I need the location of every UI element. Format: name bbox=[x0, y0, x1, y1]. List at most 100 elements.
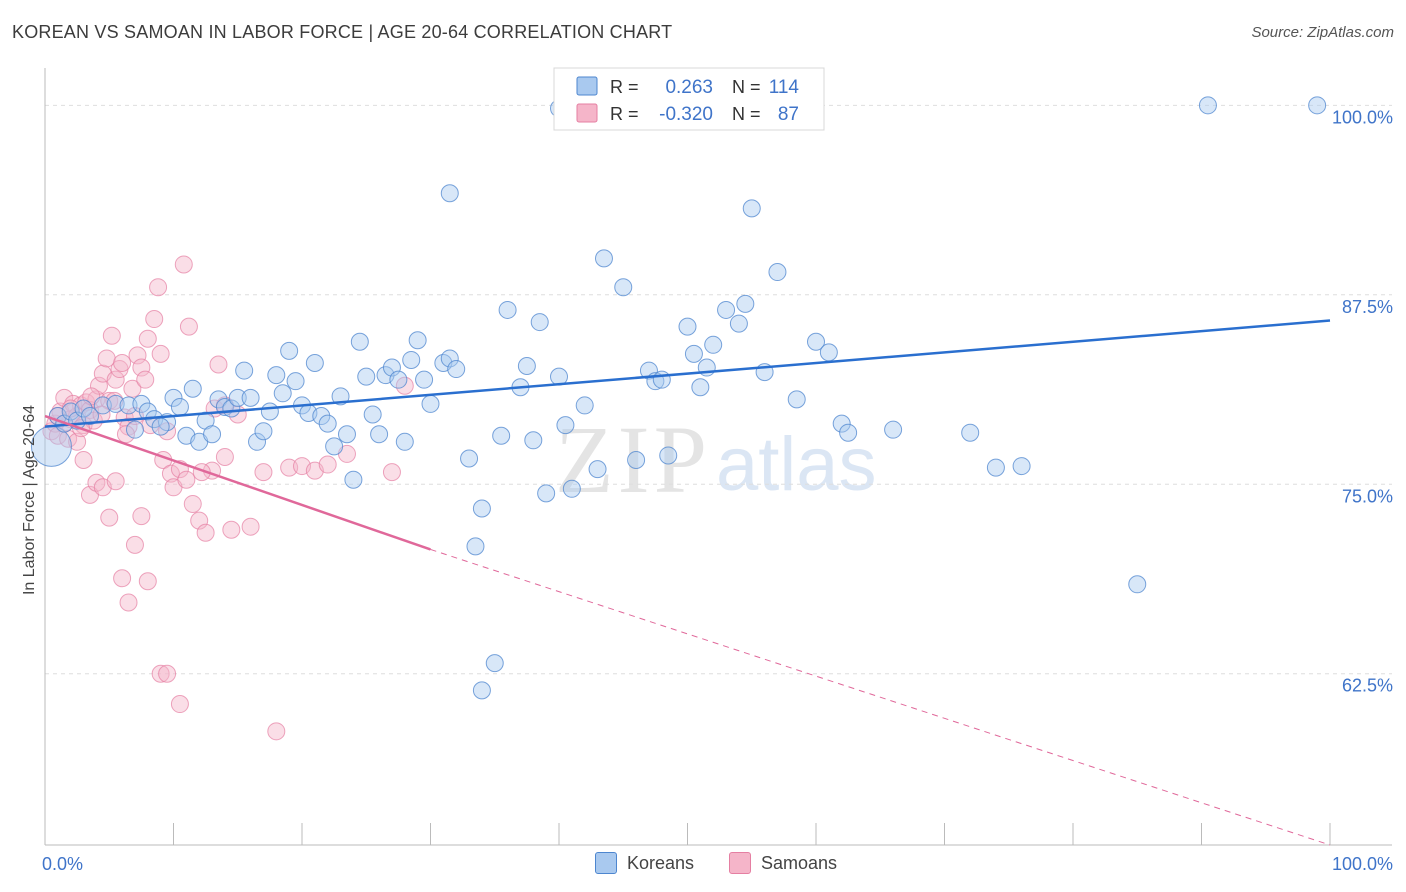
korean-point bbox=[588, 460, 607, 479]
korean-point bbox=[402, 350, 421, 369]
korean-point bbox=[74, 399, 93, 418]
samoan-point bbox=[119, 593, 138, 612]
korean-point bbox=[466, 537, 485, 556]
samoan-point bbox=[74, 451, 93, 469]
korean-point bbox=[807, 332, 825, 351]
korean-point bbox=[254, 422, 273, 441]
axes-layer bbox=[44, 68, 1392, 846]
korean-point bbox=[440, 349, 459, 368]
samoan-point bbox=[100, 508, 119, 527]
samoan-point bbox=[174, 255, 193, 274]
grid-layer bbox=[45, 104, 1392, 675]
samoan-point bbox=[209, 355, 228, 374]
korean-point bbox=[132, 394, 151, 413]
samoan-point bbox=[106, 472, 125, 491]
samoan-point bbox=[382, 463, 401, 482]
samoan-trend-extension bbox=[430, 548, 1331, 846]
samoan-point bbox=[136, 370, 155, 389]
legend-koreans-n-label: N = bbox=[732, 77, 761, 97]
korean-point bbox=[228, 388, 247, 407]
korean-point bbox=[1012, 457, 1031, 476]
samoan-point bbox=[106, 370, 125, 389]
korean-point bbox=[305, 353, 324, 372]
korean-point bbox=[119, 396, 138, 415]
samoan-point bbox=[149, 278, 168, 297]
korean-point bbox=[986, 458, 1005, 477]
samoan-point bbox=[151, 664, 170, 683]
korean-point bbox=[652, 370, 671, 389]
korean-point bbox=[832, 414, 851, 433]
korean-point bbox=[556, 416, 575, 435]
samoan-point bbox=[113, 353, 132, 372]
samoan-point bbox=[183, 494, 202, 513]
korean-point bbox=[819, 343, 838, 362]
samoan-point bbox=[145, 310, 164, 329]
y-tick-label: 100.0% bbox=[1332, 107, 1393, 127]
samoan-point bbox=[170, 695, 189, 714]
korean-point bbox=[80, 407, 99, 426]
x-tick-label: 100.0% bbox=[1332, 854, 1393, 874]
korean-point bbox=[729, 314, 748, 333]
korean-point bbox=[575, 396, 594, 415]
korean-point bbox=[421, 394, 440, 413]
legend-koreans-n-value: 114 bbox=[769, 77, 800, 98]
bottom-legend-samoans-swatch bbox=[729, 852, 751, 874]
korean-point bbox=[286, 372, 305, 391]
korean-point bbox=[736, 294, 755, 313]
korean-point bbox=[627, 451, 646, 469]
korean-point bbox=[318, 414, 337, 433]
korean-point bbox=[961, 423, 980, 442]
korean-point bbox=[357, 367, 376, 386]
korean-point bbox=[280, 341, 299, 360]
korean-point bbox=[678, 317, 697, 336]
korean-point bbox=[151, 417, 170, 436]
legend-samoans-n-label: N = bbox=[732, 104, 761, 124]
korean-point bbox=[183, 379, 202, 398]
korean-point bbox=[530, 313, 549, 332]
samoan-point bbox=[280, 458, 299, 477]
samoan-point bbox=[125, 535, 144, 554]
y-tick-label: 87.5% bbox=[1342, 297, 1393, 317]
korean-points bbox=[30, 96, 1327, 700]
samoan-point bbox=[132, 358, 151, 377]
samoan-point bbox=[89, 376, 108, 395]
korean-point bbox=[594, 249, 613, 268]
samoan-point bbox=[113, 569, 132, 588]
samoan-point bbox=[254, 463, 273, 482]
legend-koreans-r-value: 0.263 bbox=[665, 77, 713, 98]
korean-point bbox=[517, 357, 536, 376]
korean-point bbox=[350, 332, 369, 351]
bottom-legend-samoans-label: Samoans bbox=[761, 852, 838, 873]
samoan-point bbox=[318, 455, 337, 474]
korean-point bbox=[331, 387, 350, 406]
korean-point bbox=[472, 681, 491, 700]
korean-point bbox=[209, 390, 228, 409]
korean-point bbox=[742, 199, 761, 218]
korean-point bbox=[498, 300, 517, 319]
korean-point bbox=[485, 654, 504, 673]
korean-point bbox=[717, 300, 736, 319]
chart-title: KOREAN VS SAMOAN IN LABOR FORCE | AGE 20… bbox=[12, 22, 673, 42]
korean-trend-line bbox=[44, 319, 1331, 428]
korean-point bbox=[267, 366, 286, 385]
y-axis-label: In Labor Force | Age 20-64 bbox=[21, 404, 38, 596]
korean-point bbox=[248, 432, 267, 451]
chart-source: Source: ZipAtlas.com bbox=[1251, 24, 1394, 41]
korean-point bbox=[1128, 575, 1147, 594]
samoan-points bbox=[42, 255, 414, 741]
korean-point bbox=[164, 388, 183, 407]
y-tick-label: 62.5% bbox=[1342, 676, 1393, 696]
korean-point bbox=[106, 394, 125, 413]
samoan-point bbox=[151, 344, 170, 363]
korean-point bbox=[704, 335, 723, 354]
korean-point bbox=[408, 331, 427, 350]
korean-point bbox=[659, 446, 678, 465]
samoan-point bbox=[102, 326, 121, 345]
samoan-point bbox=[138, 572, 157, 591]
samoan-point bbox=[132, 507, 151, 526]
korean-point bbox=[562, 479, 581, 498]
samoan-point bbox=[241, 517, 260, 536]
samoan-point bbox=[123, 379, 142, 398]
korean-point bbox=[614, 278, 633, 297]
samoan-point bbox=[71, 396, 90, 415]
